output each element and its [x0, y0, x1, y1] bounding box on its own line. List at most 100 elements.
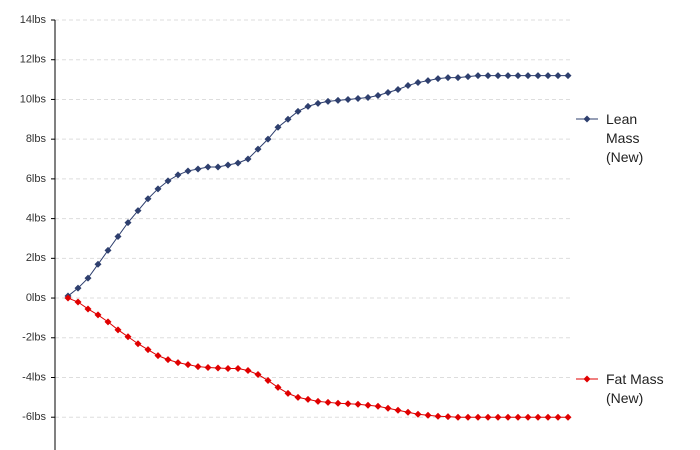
point — [564, 413, 572, 421]
point — [404, 82, 412, 90]
point — [174, 171, 182, 179]
point — [224, 161, 232, 169]
y-tick-label: -4lbs — [22, 371, 46, 383]
point — [204, 364, 212, 372]
point — [144, 346, 152, 354]
point — [314, 397, 322, 405]
point — [84, 274, 92, 282]
point — [274, 383, 282, 391]
point — [394, 86, 402, 94]
point — [434, 75, 442, 83]
point — [504, 72, 512, 80]
point — [474, 413, 482, 421]
point — [474, 72, 482, 80]
point — [494, 72, 502, 80]
point — [444, 74, 452, 82]
point — [84, 305, 92, 313]
point — [394, 406, 402, 414]
point — [134, 207, 142, 215]
point — [424, 77, 432, 85]
point — [514, 72, 522, 80]
point — [74, 298, 82, 306]
point — [364, 93, 372, 101]
point — [124, 219, 132, 227]
point — [404, 408, 412, 416]
point — [254, 371, 262, 379]
point — [184, 167, 192, 175]
legend-item: Lean Mass (New) — [576, 110, 666, 167]
point — [524, 413, 532, 421]
legend-swatch — [576, 375, 598, 383]
point — [534, 413, 542, 421]
point — [504, 413, 512, 421]
point — [484, 413, 492, 421]
point — [224, 365, 232, 373]
point — [254, 145, 262, 153]
point — [94, 260, 102, 268]
point — [354, 94, 362, 102]
y-tick-label: 10lbs — [20, 93, 47, 105]
point — [304, 395, 312, 403]
point — [154, 352, 162, 360]
point — [154, 185, 162, 193]
point — [484, 72, 492, 80]
point — [314, 99, 322, 107]
point — [194, 363, 202, 371]
point — [324, 398, 332, 406]
point — [144, 195, 152, 203]
point — [334, 399, 342, 407]
y-tick-label: -6lbs — [22, 411, 46, 423]
point — [284, 389, 292, 397]
point — [524, 72, 532, 80]
y-tick-label: -2lbs — [22, 332, 46, 344]
point — [264, 135, 272, 143]
point — [74, 284, 82, 292]
point — [94, 311, 102, 319]
point — [64, 294, 72, 302]
point — [334, 96, 342, 104]
y-tick-label: 8lbs — [26, 133, 47, 145]
point — [454, 413, 462, 421]
point — [124, 333, 132, 341]
point — [294, 107, 302, 115]
point — [544, 72, 552, 80]
y-tick-label: 2lbs — [26, 252, 47, 264]
point — [494, 413, 502, 421]
y-tick-label: 12lbs — [20, 54, 47, 66]
point — [384, 404, 392, 412]
point — [134, 340, 142, 348]
point — [554, 72, 562, 80]
point — [104, 246, 112, 254]
point — [514, 413, 522, 421]
point — [374, 91, 382, 99]
point — [424, 411, 432, 419]
point — [244, 155, 252, 163]
point — [114, 232, 122, 240]
point — [354, 400, 362, 408]
point — [384, 88, 392, 96]
point — [344, 400, 352, 408]
point — [164, 356, 172, 364]
point — [234, 365, 242, 373]
y-tick-label: 4lbs — [26, 213, 47, 225]
point — [324, 97, 332, 105]
y-tick-label: 14lbs — [20, 14, 47, 26]
point — [374, 402, 382, 410]
point — [174, 359, 182, 367]
point — [414, 410, 422, 418]
point — [204, 163, 212, 171]
point — [114, 326, 122, 334]
point — [344, 95, 352, 103]
legend-label: Fat Mass (New) — [606, 371, 664, 406]
point — [194, 165, 202, 173]
point — [554, 413, 562, 421]
point — [214, 364, 222, 372]
legend-item: Fat Mass (New) — [576, 370, 666, 408]
legend-swatch — [576, 115, 598, 123]
point — [414, 79, 422, 87]
legend-label: Lean Mass (New) — [606, 111, 644, 165]
point — [274, 123, 282, 131]
point — [304, 102, 312, 110]
